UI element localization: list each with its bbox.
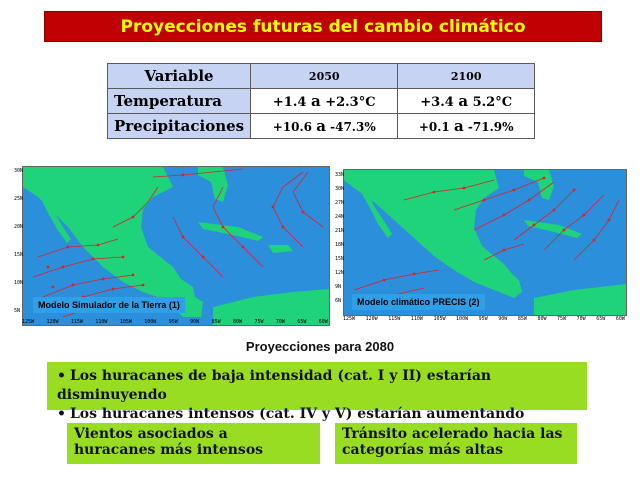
map-right-y-tick: 30N bbox=[335, 186, 345, 192]
map-right-y-tick: 24N bbox=[335, 214, 345, 220]
range-to: -71.9% bbox=[467, 120, 514, 134]
map-right-y-tick: 21N bbox=[335, 228, 345, 234]
map-left-label: Modelo Simulador de la Tierra (1) bbox=[33, 297, 185, 313]
hurricane-points-left bbox=[46, 173, 305, 309]
map-right-label: Modelo climático PRECIS (2) bbox=[352, 294, 485, 310]
land-baja bbox=[362, 188, 392, 238]
x-tick: 120W bbox=[365, 316, 378, 322]
map-left-y-tick: 10N bbox=[14, 280, 24, 286]
cell-temperatura-2100: +3.4 a 5.2°C bbox=[397, 88, 535, 114]
row-label-precipitaciones: Precipitaciones bbox=[106, 113, 252, 139]
land-south-america bbox=[534, 284, 626, 315]
land-florida bbox=[524, 170, 554, 200]
range-from: +0.1 bbox=[418, 120, 450, 134]
land-mexico-us bbox=[23, 167, 203, 317]
land-hispaniola bbox=[268, 245, 293, 253]
bullet-item: Los huracanes intensos (cat. IV y V) est… bbox=[57, 405, 577, 424]
x-tick: 95W bbox=[478, 316, 488, 322]
range-to: 5.2°C bbox=[472, 95, 513, 110]
note-box-transit: Tránsito acelerado hacia las categorías … bbox=[335, 423, 577, 464]
map-left-y-tick: 30N bbox=[14, 168, 24, 174]
x-tick: 105W bbox=[433, 316, 446, 322]
range-from: +1.4 bbox=[272, 95, 307, 110]
x-tick: 70W bbox=[576, 316, 586, 322]
range-sep: a bbox=[453, 117, 464, 135]
x-tick: 110W bbox=[410, 316, 423, 322]
map-right-drawing bbox=[344, 170, 626, 315]
range-from: +10.6 bbox=[272, 120, 313, 134]
land-florida bbox=[198, 167, 228, 202]
x-tick: 100W bbox=[144, 319, 157, 325]
map-right-y-tick: 18N bbox=[335, 242, 345, 248]
land-baja bbox=[39, 187, 71, 243]
x-tick: 100W bbox=[456, 316, 469, 322]
cell-temperatura-2050: +1.4 a +2.3°C bbox=[250, 88, 399, 114]
cell-precipitaciones-2050: +10.6 a -47.3% bbox=[250, 113, 399, 139]
x-tick: 90W bbox=[190, 319, 200, 325]
header-variable: Variable bbox=[106, 63, 252, 89]
x-tick: 65W bbox=[596, 316, 606, 322]
map-right-y-tick: 12N bbox=[335, 270, 345, 276]
row-label-temperatura: Temperatura bbox=[106, 88, 252, 114]
map-left-y-tick: 25N bbox=[14, 196, 24, 202]
map-right-y-tick: 6N bbox=[335, 298, 342, 304]
x-tick: 105W bbox=[119, 319, 132, 325]
table-row-precipitaciones: Precipitaciones +10.6 a -47.3% +0.1 a -7… bbox=[106, 113, 535, 139]
land-cuba bbox=[198, 222, 263, 241]
land-cuba bbox=[524, 220, 582, 238]
projection-title: Proyecciones para 2080 bbox=[245, 339, 395, 354]
x-tick: 115W bbox=[388, 316, 401, 322]
x-tick: 75W bbox=[254, 319, 264, 325]
table-header-row: Variable 2050 2100 bbox=[106, 63, 535, 89]
x-tick: 125W bbox=[22, 319, 35, 325]
note-box-winds: Vientos asociados a huracanes más intens… bbox=[67, 423, 320, 464]
x-tick: 85W bbox=[517, 316, 527, 322]
bullet-item: Los huracanes de baja intensidad (cat. I… bbox=[57, 367, 577, 405]
map-right-x-ticks: 125W 120W 115W 110W 105W 100W 95W 90W 85… bbox=[343, 316, 625, 322]
slide-title: Proyecciones futuras del cambio climátic… bbox=[44, 11, 602, 42]
x-tick: 65W bbox=[297, 319, 307, 325]
map-right-y-tick: 9N bbox=[335, 284, 342, 290]
x-tick: 115W bbox=[70, 319, 83, 325]
map-right: Modelo climático PRECIS (2) bbox=[343, 169, 627, 316]
bullet-box: Los huracanes de baja intensidad (cat. I… bbox=[47, 362, 587, 422]
x-tick: 80W bbox=[537, 316, 547, 322]
x-tick: 90W bbox=[498, 316, 508, 322]
x-tick: 80W bbox=[233, 319, 243, 325]
range-sep: a bbox=[310, 92, 321, 110]
header-2050: 2050 bbox=[250, 63, 399, 89]
land-south-america bbox=[213, 289, 329, 325]
map-left: Modelo Simulador de la Tierra (1) bbox=[22, 166, 330, 326]
x-tick: 110W bbox=[95, 319, 108, 325]
x-tick: 70W bbox=[275, 319, 285, 325]
map-left-y-tick: 5N bbox=[14, 308, 21, 314]
map-right-y-tick: 15N bbox=[335, 256, 345, 262]
map-left-y-tick: 20N bbox=[14, 224, 24, 230]
x-tick: 120W bbox=[46, 319, 59, 325]
map-right-y-tick: 27N bbox=[335, 200, 345, 206]
range-sep: a bbox=[458, 92, 469, 110]
x-tick: 125W bbox=[343, 316, 356, 322]
projections-table: Variable 2050 2100 Temperatura +1.4 a +2… bbox=[106, 63, 535, 139]
header-2100: 2100 bbox=[397, 63, 535, 89]
table-row-temperatura: Temperatura +1.4 a +2.3°C +3.4 a 5.2°C bbox=[106, 88, 535, 114]
x-tick: 60W bbox=[318, 319, 328, 325]
map-left-y-tick: 15N bbox=[14, 252, 24, 258]
x-tick: 75W bbox=[557, 316, 567, 322]
range-from: +3.4 bbox=[420, 95, 454, 110]
x-tick: 60W bbox=[615, 316, 625, 322]
range-to: -47.3% bbox=[330, 120, 376, 134]
map-left-x-ticks: 125W 120W 115W 110W 105W 100W 95W 90W 85… bbox=[22, 319, 328, 325]
cell-precipitaciones-2100: +0.1 a -71.9% bbox=[397, 113, 535, 139]
x-tick: 85W bbox=[211, 319, 221, 325]
range-to: +2.3°C bbox=[325, 95, 376, 110]
x-tick: 95W bbox=[168, 319, 178, 325]
map-right-y-tick: 33N bbox=[335, 172, 345, 178]
range-sep: a bbox=[316, 117, 326, 135]
